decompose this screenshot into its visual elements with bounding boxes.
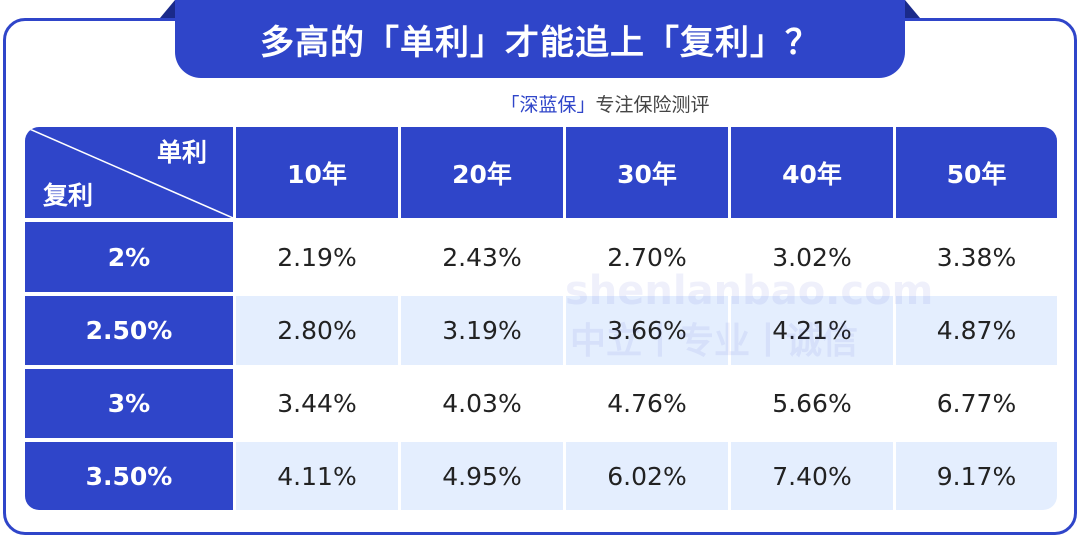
- table: 单利 复利 10年 20年 30年 40年 50年 2% 2.19% 2.43% 2.70% 3.…: [25, 127, 1057, 510]
- table-cell: 2.80%: [236, 296, 398, 365]
- table-cell: 4.11%: [236, 442, 398, 510]
- subtitle-brand: 「深蓝保」: [500, 94, 596, 116]
- table-cell: 3.66%: [566, 296, 728, 365]
- banner-ear: [160, 0, 175, 18]
- column-header: 30年: [566, 127, 728, 218]
- column-header: 20年: [401, 127, 563, 218]
- table-cell: 2.43%: [401, 222, 563, 292]
- watermark-slogan: 中立丨专业丨诚信: [570, 321, 859, 362]
- table-cell: 9.17%: [896, 442, 1057, 510]
- row-label: 2%: [25, 222, 233, 292]
- subtitle-text: 专注保险测评: [595, 94, 710, 116]
- row-label: 2.50%: [25, 296, 233, 365]
- title: 多高的「单利」才能追上「复利」？: [175, 0, 905, 78]
- table-cell: 4.21%: [731, 296, 893, 365]
- table-cell: 3.44%: [236, 369, 398, 438]
- table-cell: 7.40%: [731, 442, 893, 510]
- column-header: 50年: [896, 127, 1057, 218]
- table-cell: 2.19%: [236, 222, 398, 292]
- table-cell: 4.03%: [401, 369, 563, 438]
- banner-ear: [905, 0, 920, 18]
- row-label: 3%: [25, 369, 233, 438]
- table-cell: 3.02%: [731, 222, 893, 292]
- table-cell: 4.76%: [566, 369, 728, 438]
- corner-top: 单利: [156, 138, 207, 167]
- watermark-site: shenlanbao.com: [565, 268, 934, 314]
- table-cell: 6.02%: [566, 442, 728, 510]
- table-cell: 2.70%: [566, 222, 728, 292]
- table-cell: 6.77%: [896, 369, 1057, 438]
- column-header: 10年: [236, 127, 398, 218]
- subtitle: 「深蓝保」专注保险测评: [0, 90, 1080, 117]
- column-header: 40年: [731, 127, 893, 218]
- row-label: 3.50%: [25, 442, 233, 510]
- table-cell: 4.87%: [896, 296, 1057, 365]
- table-cell: 5.66%: [731, 369, 893, 438]
- corner-cell: 单利 复利: [25, 127, 233, 218]
- table-cell: 3.38%: [896, 222, 1057, 292]
- table-cell: 3.19%: [401, 296, 563, 365]
- corner-diagonal: [25, 127, 233, 218]
- corner-bottom: 复利: [43, 181, 94, 210]
- table-cell: 4.95%: [401, 442, 563, 510]
